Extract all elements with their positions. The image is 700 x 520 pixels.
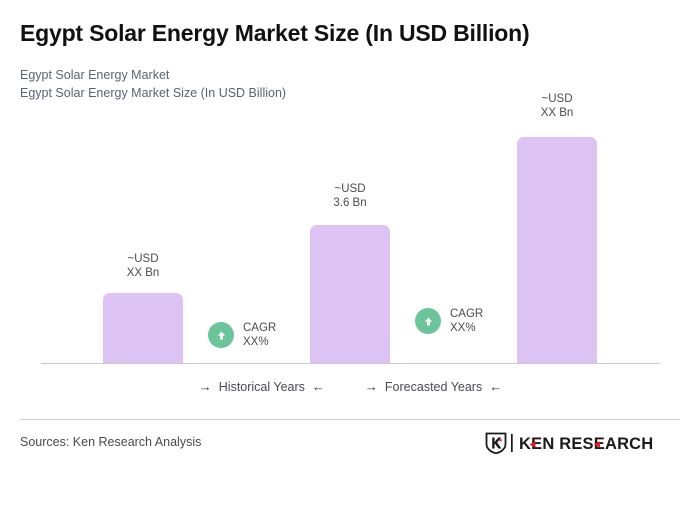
- footer-divider: [20, 419, 680, 420]
- cagr-value: XX%: [450, 322, 476, 334]
- period-forecasted: → Forecasted Years ←: [365, 379, 502, 394]
- cagr-badge[interactable]: CAGR XX%: [208, 321, 276, 349]
- arrow-right-icon: →: [364, 379, 378, 394]
- ken-research-wordmark: KEN RESEARCH: [511, 434, 653, 453]
- bar-chart-plot: ~USD XX Bn ~USD 3.6 Bn ~USD XX Bn: [41, 92, 660, 394]
- bar-value-label: ~USD XX Bn: [103, 252, 183, 280]
- period-historical: → Historical Years ←: [199, 379, 325, 394]
- cagr-label: CAGR: [450, 308, 484, 320]
- bar-value-prefix: ~USD: [127, 253, 159, 265]
- bar-value-amount: XX Bn: [540, 107, 574, 119]
- bar-value-label: ~USD 3.6 Bn: [310, 182, 390, 210]
- page-title: Egypt Solar Energy Market Size (In USD B…: [20, 20, 530, 46]
- bar-value-label: ~USD XX Bn: [517, 92, 597, 120]
- subtitle-line-1: Egypt Solar Energy Market: [20, 68, 170, 82]
- bar-value-amount: 3.6 Bn: [333, 197, 367, 209]
- subtitle-line-2: Egypt Solar Energy Market Size (In USD B…: [20, 85, 287, 100]
- arrow-up-icon: [217, 330, 225, 340]
- sources-text: Sources: Ken Research Analysis: [20, 435, 202, 449]
- cagr-circle: [208, 322, 234, 348]
- ken-research-logo: KEN RESEARCH: [485, 432, 670, 454]
- bar-value-amount: XX Bn: [126, 267, 160, 279]
- cagr-value: XX%: [243, 336, 269, 348]
- period-legend: → Historical Years ← → Forecasted Years …: [41, 379, 660, 394]
- x-axis-line: [41, 363, 660, 364]
- cagr-text: CAGR XX%: [243, 321, 276, 349]
- bar-value-prefix: ~USD: [334, 183, 366, 195]
- bar-segment[interactable]: [103, 293, 183, 363]
- shield-k-icon: [485, 432, 507, 454]
- period-label: Historical Years: [218, 379, 305, 394]
- chart-subtitle: Egypt Solar Energy Market Egypt Solar En…: [20, 67, 286, 102]
- arrow-left-icon: ←: [489, 379, 503, 394]
- cagr-circle: [415, 308, 441, 334]
- bar-segment[interactable]: [517, 137, 597, 363]
- logo-text: KEN RESEARCH: [519, 435, 653, 453]
- cagr-badge[interactable]: CAGR XX%: [415, 307, 483, 335]
- arrow-right-icon: →: [198, 379, 212, 394]
- arrow-left-icon: ←: [311, 379, 325, 394]
- bar-value-prefix: ~USD: [541, 93, 573, 105]
- period-label: Forecasted Years: [384, 379, 483, 394]
- cagr-text: CAGR XX%: [450, 307, 483, 335]
- cagr-label: CAGR: [243, 322, 277, 334]
- arrow-up-icon: [424, 316, 432, 326]
- bar-segment[interactable]: [310, 225, 390, 363]
